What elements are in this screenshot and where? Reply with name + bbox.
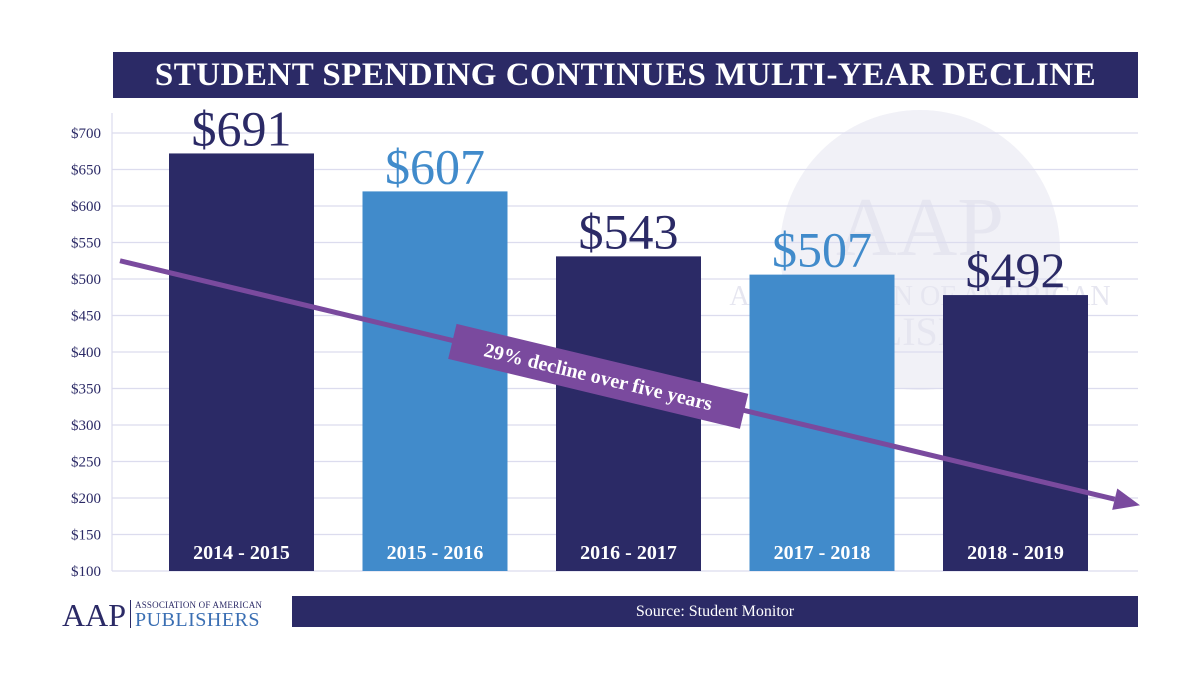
x-category-label: 2018 - 2019 xyxy=(967,542,1064,564)
aap-logo: AAP ASSOCIATION OF AMERICAN PUBLISHERS xyxy=(62,596,263,633)
logo-divider xyxy=(130,600,132,628)
bar xyxy=(943,295,1088,571)
logo-mark: AAP xyxy=(62,597,127,633)
bar xyxy=(362,191,508,571)
x-category-label: 2016 - 2017 xyxy=(580,542,677,564)
y-tick-label: $150 xyxy=(71,528,101,544)
x-category-label: 2017 - 2018 xyxy=(774,542,871,564)
bar-value-label: $492 xyxy=(966,242,1066,298)
y-tick-label: $600 xyxy=(71,199,101,215)
trend-arrow-head xyxy=(1112,488,1140,510)
y-tick-label: $450 xyxy=(71,309,101,325)
y-tick-label: $500 xyxy=(71,272,101,288)
bar-value-label: $507 xyxy=(772,222,872,278)
y-tick-label: $400 xyxy=(71,345,101,361)
bar xyxy=(749,274,895,571)
bar-value-label: $691 xyxy=(192,100,292,156)
y-tick-label: $200 xyxy=(71,491,101,507)
bar-value-label: $607 xyxy=(385,138,485,194)
x-category-label: 2014 - 2015 xyxy=(193,542,290,564)
bar-value-label: $543 xyxy=(579,203,679,259)
watermark-mark: AAP xyxy=(836,181,1004,274)
y-tick-label: $650 xyxy=(71,163,101,179)
y-tick-label: $100 xyxy=(71,564,101,580)
y-tick-label: $250 xyxy=(71,455,101,471)
chart-title: STUDENT SPENDING CONTINUES MULTI-YEAR DE… xyxy=(113,52,1138,98)
logo-text: ASSOCIATION OF AMERICAN PUBLISHERS xyxy=(135,600,263,631)
y-tick-label: $550 xyxy=(71,236,101,252)
trend-annotation-box xyxy=(448,323,749,429)
y-tick-label: $700 xyxy=(71,126,101,142)
y-tick-label: $350 xyxy=(71,382,101,398)
logo-line2: PUBLISHERS xyxy=(135,609,261,631)
source-note: Source: Student Monitor xyxy=(292,596,1138,627)
logo-line1: ASSOCIATION OF AMERICAN xyxy=(135,600,263,610)
y-tick-label: $300 xyxy=(71,418,101,434)
bar xyxy=(169,153,314,571)
x-category-label: 2015 - 2016 xyxy=(387,542,484,564)
